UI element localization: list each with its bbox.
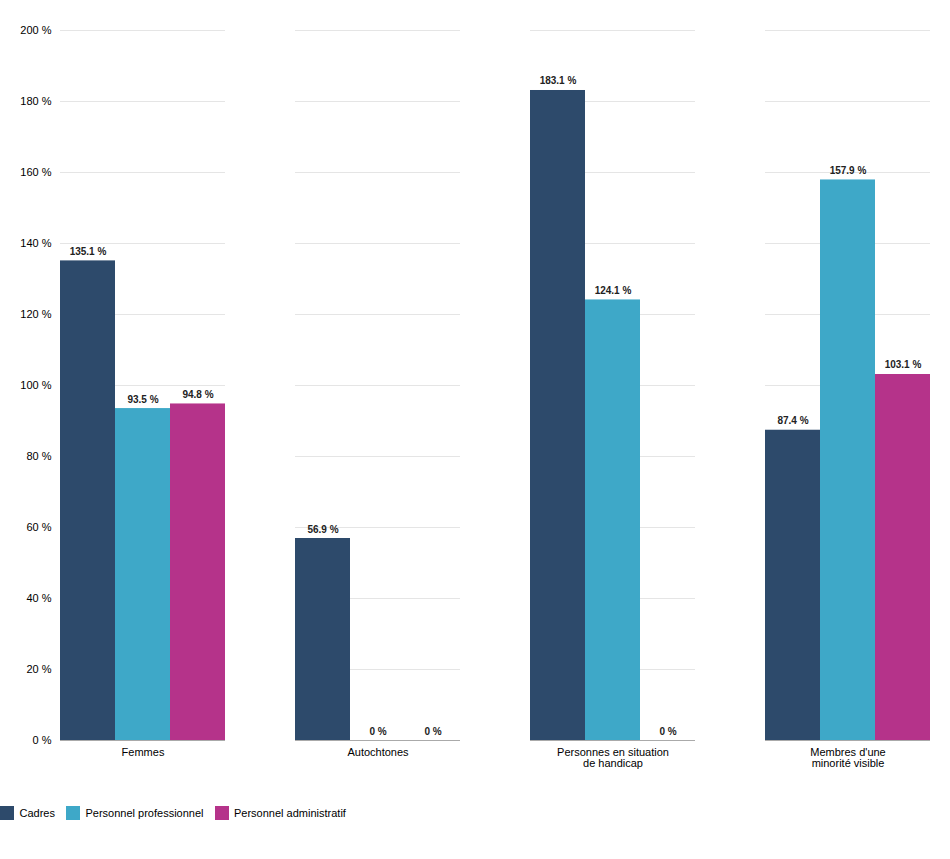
svg-text:93.5 %: 93.5 %: [127, 394, 158, 405]
svg-text:Personnes en situationde handi: Personnes en situationde handicap: [557, 746, 669, 769]
svg-text:103.1 %: 103.1 %: [885, 359, 922, 370]
svg-text:183.1 %: 183.1 %: [540, 75, 577, 86]
svg-text:87.4 %: 87.4 %: [777, 415, 808, 426]
svg-text:160 %: 160 %: [20, 166, 51, 178]
svg-text:157.9 %: 157.9 %: [830, 165, 867, 176]
svg-text:0 %: 0 %: [659, 726, 676, 737]
svg-text:0 %: 0 %: [424, 726, 441, 737]
html-text:Personnel professionnel: Personnel professionnel: [85, 806, 204, 819]
svg-text:Membres d'uneminorité visible: Membres d'uneminorité visible: [810, 746, 885, 769]
svg-text:80 %: 80 %: [26, 450, 51, 462]
svg-text:140 %: 140 %: [20, 237, 51, 249]
svg-text:20 %: 20 %: [26, 663, 51, 675]
svg-text:94.8 %: 94.8 %: [182, 389, 213, 400]
svg-text:124.1 %: 124.1 %: [595, 285, 632, 296]
svg-text:180 %: 180 %: [20, 95, 51, 107]
svg-text:Femmes: Femmes: [122, 746, 165, 758]
svg-text:135.1 %: 135.1 %: [70, 246, 107, 257]
html-text:Personnel administratif: Personnel administratif: [234, 806, 346, 819]
svg-text:Autochtones: Autochtones: [347, 746, 409, 758]
svg-text:60 %: 60 %: [26, 521, 51, 533]
svg-text:100 %: 100 %: [20, 379, 51, 391]
svg-text:0 %: 0 %: [369, 726, 386, 737]
html-text:Cadres: Cadres: [19, 806, 55, 819]
svg-text:120 %: 120 %: [20, 308, 51, 320]
svg-text:56.9 %: 56.9 %: [307, 524, 338, 535]
svg-text:0 %: 0 %: [33, 734, 52, 746]
svg-text:200 %: 200 %: [20, 24, 51, 36]
svg-text:40 %: 40 %: [26, 592, 51, 604]
